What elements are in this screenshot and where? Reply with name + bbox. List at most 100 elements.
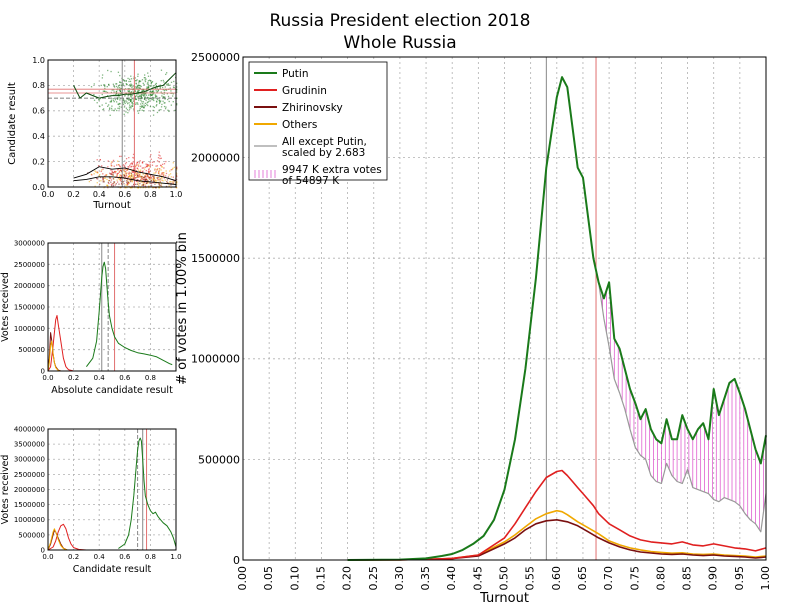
scatter-point [123, 169, 125, 171]
scatter-point [112, 178, 114, 180]
scatter-point [139, 174, 141, 177]
scatter-point [118, 87, 121, 89]
scatter-point [149, 156, 151, 158]
scatter-point [153, 179, 155, 181]
y-tick-label: 0.2 [32, 157, 45, 166]
scatter-point [153, 177, 155, 179]
scatter-point [110, 99, 113, 101]
scatter-point [128, 108, 131, 110]
scatter-point [137, 187, 139, 189]
scatter-point [144, 175, 146, 178]
scatter-point [136, 161, 138, 164]
putin-trend-line [73, 72, 177, 99]
scatter-point [143, 95, 145, 97]
scatter-point [109, 107, 111, 109]
scatter-point [128, 78, 131, 80]
scatter-point [161, 95, 163, 97]
scatter-point [125, 161, 128, 164]
scatter-point [118, 96, 120, 98]
scatter-point [143, 83, 145, 86]
scatter-point [130, 95, 132, 97]
scatter-point [126, 169, 128, 171]
scatter-point [151, 81, 154, 83]
scatter-point [135, 165, 137, 167]
scatter-point [129, 179, 131, 181]
scatter-point [135, 172, 137, 174]
scatter-point [147, 94, 150, 96]
scatter-point [156, 91, 158, 94]
scatter-point [107, 166, 109, 168]
scatter-point [150, 82, 152, 84]
scatter-point [138, 89, 140, 92]
legend-label: All except Putin, [282, 136, 367, 148]
scatter-point [123, 101, 126, 103]
figure-title-line1: Russia President election 2018 [269, 11, 530, 31]
scatter-point [172, 95, 174, 97]
scatter-point [97, 165, 100, 167]
scatter-point [169, 84, 171, 86]
scatter-point [116, 174, 118, 176]
y-tick-label: 0.0 [32, 183, 45, 192]
scatter-point [100, 170, 102, 173]
scatter-point [118, 103, 120, 106]
scatter-point [144, 77, 146, 79]
scatter-point [162, 180, 164, 182]
scatter-point [114, 170, 116, 173]
scatter-point [155, 95, 157, 97]
scatter-point [159, 181, 162, 183]
scatter-point [148, 187, 150, 189]
scatter-point [168, 110, 170, 113]
scatter-point [147, 81, 149, 84]
scatter-point [137, 99, 140, 101]
scatter-point [142, 101, 145, 103]
scatter-point [143, 77, 146, 79]
others-series-line [47, 528, 68, 551]
scatter-point [125, 111, 127, 113]
y-tick-label: 1500000 [14, 501, 45, 509]
scatter-point [124, 175, 126, 177]
scatter-point [147, 87, 149, 89]
scatter-point [170, 184, 172, 186]
scatter-point [102, 181, 104, 183]
scatter-point [176, 167, 178, 170]
scatter-point [106, 184, 108, 186]
y-tick-label: 1500000 [191, 252, 240, 265]
scatter-point [165, 185, 168, 188]
legend-label: scaled by 2.683 [282, 147, 365, 159]
scatter-point [110, 173, 113, 175]
scatter-point [126, 183, 129, 185]
scatter-point [118, 164, 120, 166]
scatter-point [126, 84, 128, 86]
scatter-point [150, 91, 152, 94]
scatter-point [144, 102, 147, 105]
x-tick-label: 0.4 [94, 374, 106, 382]
scatter-point [106, 178, 108, 181]
scatter-point [93, 173, 95, 175]
scatter-point [137, 169, 139, 171]
x-tick-label: 0.20 [341, 566, 354, 591]
scatter-point [111, 173, 113, 176]
scatter-point [111, 89, 113, 91]
scatter-point [112, 183, 115, 185]
scatter-point [163, 173, 165, 175]
scatter-point [144, 166, 146, 169]
scatter-point [114, 99, 117, 101]
others-series-line [47, 340, 61, 372]
y-tick-label: 2500000 [191, 51, 240, 64]
scatter-point [140, 99, 142, 102]
scatter-point [170, 182, 172, 185]
scatter-point [122, 181, 124, 184]
scatter-point [145, 94, 147, 96]
y-tick-label: 0.6 [32, 107, 45, 116]
scatter-point [120, 87, 122, 89]
x-tick-label: 1.0 [170, 190, 183, 199]
scatter-point [130, 187, 132, 189]
scatter-point [117, 168, 119, 170]
scatter-point [116, 179, 118, 181]
y-tick-label: 0 [233, 554, 240, 567]
scatter-point [145, 182, 148, 185]
scatter-point [111, 171, 114, 173]
scatter-point [115, 83, 118, 85]
scatter-point [136, 171, 138, 174]
scatter-point [139, 160, 141, 162]
